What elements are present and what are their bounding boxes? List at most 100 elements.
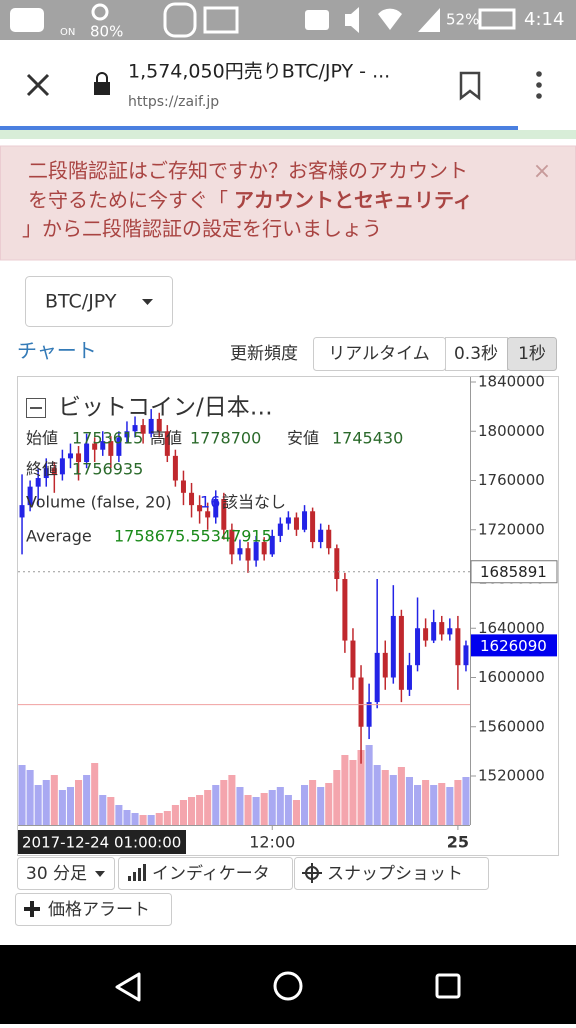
crosshair-price-box xyxy=(470,560,558,584)
volume-bar xyxy=(268,790,276,825)
candle-body xyxy=(326,529,332,549)
interval-select[interactable] xyxy=(17,857,115,890)
volume-bar xyxy=(373,765,381,825)
legend-label: Volume (false, 20) xyxy=(26,493,172,512)
legend: ビットコイン/日本… 始値 1753615 高値 1778700 安値 1745… xyxy=(26,395,403,546)
status-bar xyxy=(0,0,576,40)
candle-body xyxy=(334,548,340,579)
volume-bar xyxy=(18,765,26,825)
icon xyxy=(418,8,440,32)
y-tick-label: 1640000 xyxy=(478,619,545,637)
home-button[interactable] xyxy=(273,971,303,1001)
candle-body xyxy=(302,511,308,530)
y-tick-label: 1760000 xyxy=(478,471,545,489)
legend-label: Average xyxy=(26,527,92,546)
volume-bar xyxy=(196,795,204,825)
candle-body xyxy=(382,652,388,678)
legend-value: 1778700 xyxy=(190,429,261,448)
menu[interactable] xyxy=(536,71,542,99)
back-button[interactable] xyxy=(115,972,141,1002)
volume-bar xyxy=(42,780,50,825)
url[interactable]: https://zaif.jp xyxy=(128,94,219,110)
alert-close[interactable]: × xyxy=(533,159,551,184)
volume-bar xyxy=(462,777,470,825)
legend-value: 16 xyxy=(200,493,220,512)
candle-body xyxy=(245,548,251,561)
legend-label: 始値 xyxy=(26,429,58,448)
volume-bar xyxy=(123,810,131,825)
y-tick-label: 1840000 xyxy=(478,373,545,391)
caret xyxy=(95,871,105,877)
volume-bar xyxy=(341,755,349,825)
legend-label: 高値 xyxy=(150,429,182,448)
volume-bar xyxy=(438,783,446,825)
refresh-option[interactable] xyxy=(507,337,557,371)
candle-body xyxy=(358,677,364,727)
crosshair-time-box xyxy=(18,830,186,854)
volume-bar xyxy=(365,745,373,825)
y-tick-label: 1720000 xyxy=(478,520,545,538)
legend-label: 安値 xyxy=(287,429,319,448)
chart-link[interactable]: チャート xyxy=(17,339,97,363)
volume-bar xyxy=(422,780,430,825)
status-text: 52% xyxy=(446,11,479,29)
candle-body xyxy=(269,535,275,555)
icon xyxy=(345,7,359,33)
volume-bar xyxy=(349,760,357,825)
close-tab[interactable] xyxy=(26,73,50,97)
y-tick-label: 1520000 xyxy=(478,767,545,785)
icon xyxy=(203,6,239,34)
volume-bar xyxy=(292,800,300,825)
volume-bar xyxy=(252,797,260,825)
volume-bar xyxy=(309,780,317,825)
volume-bar xyxy=(58,790,66,825)
candle-body xyxy=(148,418,154,434)
candle-body xyxy=(180,480,186,493)
candle-body xyxy=(277,523,283,536)
volume-bar xyxy=(99,795,107,825)
indicator-button[interactable] xyxy=(118,857,293,890)
x-tick-label: 2017-12-24 01:00:00 xyxy=(22,834,181,852)
legend-value: 1753615 xyxy=(72,429,143,448)
legend-value: 1758675.55347915 xyxy=(114,527,272,546)
progress xyxy=(0,126,518,130)
bookmark[interactable] xyxy=(459,71,481,101)
volume-bar xyxy=(163,811,171,825)
volume-bar xyxy=(50,775,58,825)
alert-text: 二段階認証はご存知ですか？お客様のアカウント xyxy=(28,159,468,183)
legend-label: 終値 xyxy=(26,460,58,479)
volume-bar xyxy=(317,787,325,825)
refresh-option[interactable] xyxy=(445,337,508,371)
alert-link[interactable]: アカウントとセキュリティ xyxy=(234,188,473,212)
candle-body xyxy=(221,498,227,530)
alert-text: を守るために今すぐ「 xyxy=(28,188,228,212)
legend-value: 該当なし xyxy=(222,493,286,512)
candle-body xyxy=(205,511,211,518)
candle-body xyxy=(27,486,33,506)
volume-bar xyxy=(139,815,147,825)
snapshot-button[interactable] xyxy=(294,857,489,890)
y-tick-label: 1560000 xyxy=(478,717,545,735)
status-text: 4:14 xyxy=(524,9,564,30)
button-text: スナップショット xyxy=(327,864,463,884)
recents-button[interactable] xyxy=(435,973,461,999)
volume-bar xyxy=(155,813,163,825)
alert-button[interactable] xyxy=(15,893,172,926)
volume-bar xyxy=(325,783,333,825)
page-title: 1,574,050円売りBTC/JPY - ... xyxy=(128,61,390,83)
candle-body xyxy=(253,542,259,561)
candle-body xyxy=(59,458,65,475)
candle-body xyxy=(398,615,404,690)
candle-body xyxy=(455,628,461,666)
icon xyxy=(10,8,44,32)
pair-select[interactable] xyxy=(25,276,173,327)
candle-body xyxy=(51,468,57,475)
volume-bar xyxy=(91,763,99,825)
x-tick-label: 12:00 xyxy=(249,833,295,852)
candle-body xyxy=(463,645,469,666)
icon xyxy=(478,8,516,30)
candle-body xyxy=(261,542,267,555)
candle-body xyxy=(43,468,49,479)
candle-body xyxy=(406,665,412,690)
